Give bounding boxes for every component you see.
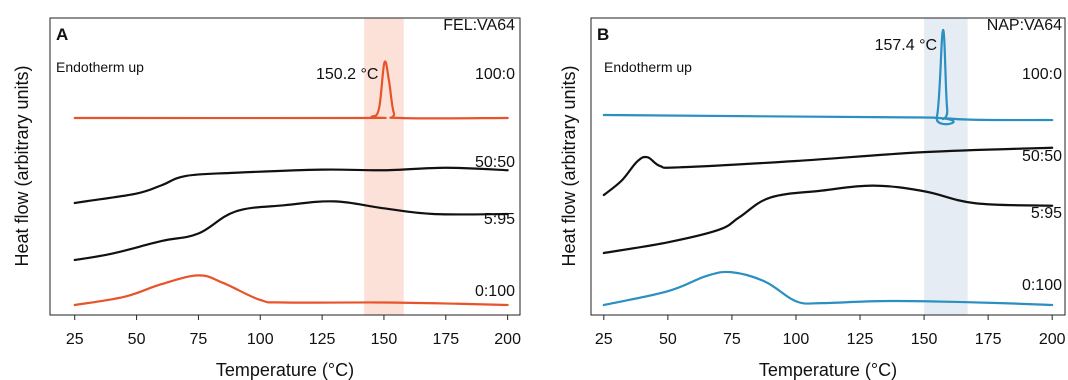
x-tick-label-b-50: 50 [659, 331, 677, 348]
series-label-b-100-0: 100:0 [1022, 66, 1062, 83]
panel-title-b: NAP:VA64 [987, 17, 1062, 34]
series-label-a-0-100: 0:100 [475, 283, 515, 300]
x-tick-label-a-175: 175 [432, 331, 459, 348]
x-tick-label-a-150: 150 [371, 331, 398, 348]
x-axis-label-a: Temperature (°C) [216, 360, 354, 380]
series-label-b-50-50: 50:50 [1022, 148, 1062, 165]
curve-b-0-100 [602, 270, 1054, 307]
series-label-a-50-50: 50:50 [475, 154, 515, 171]
x-tick-label-b-150: 150 [911, 331, 938, 348]
series-label-a-100-0: 100:0 [475, 66, 515, 83]
plot-frame-a [49, 17, 521, 316]
curve-a-50-50 [73, 166, 509, 205]
panel-letter-b: B [597, 25, 609, 44]
x-tick-label-a-100: 100 [247, 331, 274, 348]
x-axis-b: 25 50 75 100 125 150 175 200 [595, 315, 1066, 348]
series-label-b-5-95: 5:95 [1031, 205, 1062, 222]
x-tick-label-b-25: 25 [595, 331, 613, 348]
x-tick-label-a-125: 125 [309, 331, 336, 348]
curve-a-0-100 [73, 274, 509, 307]
panel-letter-a: A [56, 25, 68, 44]
x-axis-a: 25 50 75 100 125 150 175 200 [66, 315, 521, 348]
endotherm-note-b: Endotherm up [604, 59, 692, 75]
peak-label-a: 150.2 °C [316, 66, 378, 83]
x-tick-label-a-50: 50 [128, 331, 146, 348]
curve-a-5-95 [73, 200, 509, 262]
curve-a-100-0 [73, 60, 509, 120]
peak-label-b: 157.4 °C [875, 37, 937, 54]
x-tick-label-b-200: 200 [1039, 331, 1066, 348]
x-tick-label-b-125: 125 [847, 331, 874, 348]
curve-b-50-50 [602, 146, 1054, 197]
y-axis-label-b: Heat flow (arbitrary units) [559, 65, 579, 266]
curve-b-100-0 [602, 28, 1054, 126]
x-tick-label-b-175: 175 [975, 331, 1002, 348]
panel-title-a: FEL:VA64 [443, 17, 515, 34]
curve-b-5-95 [602, 184, 1054, 255]
x-tick-label-b-100: 100 [783, 331, 810, 348]
x-tick-label-a-200: 200 [494, 331, 521, 348]
plot-frame-b [590, 17, 1066, 316]
x-tick-label-a-75: 75 [190, 331, 208, 348]
panel-b: B NAP:VA64 Endotherm up 157.4 °C 100:0 5… [559, 17, 1066, 380]
series-label-b-0-100: 0:100 [1022, 277, 1062, 294]
x-axis-label-b: Temperature (°C) [759, 360, 897, 380]
x-tick-label-b-75: 75 [723, 331, 741, 348]
endotherm-note-a: Endotherm up [56, 59, 144, 75]
panel-a: A FEL:VA64 Endotherm up 150.2 °C 100:0 5… [12, 17, 521, 380]
y-axis-label-a: Heat flow (arbitrary units) [12, 65, 32, 266]
x-tick-label-a-25: 25 [66, 331, 84, 348]
